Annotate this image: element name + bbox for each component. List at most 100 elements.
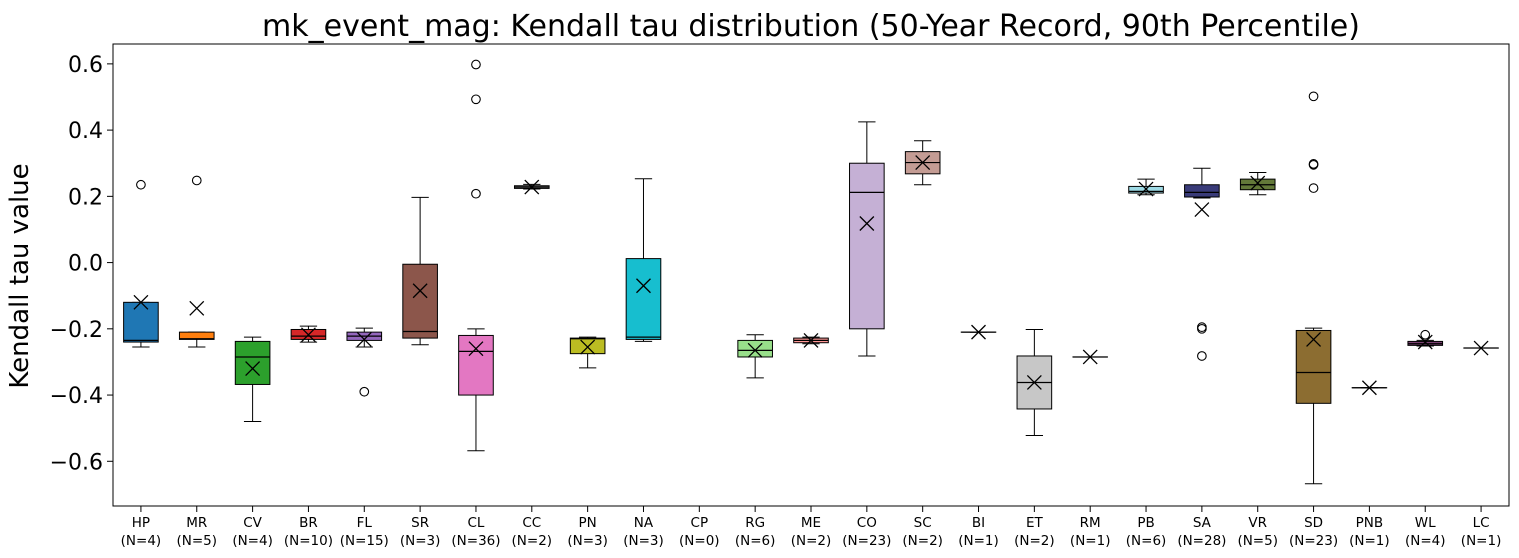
outlier-point bbox=[1308, 159, 1319, 169]
x-tick-label-sa: SA bbox=[1193, 515, 1212, 531]
outlier-point bbox=[359, 386, 370, 397]
x-tick-count-sd: (N=23) bbox=[1289, 533, 1338, 549]
outlier-point bbox=[1308, 91, 1319, 102]
plot-area bbox=[123, 59, 1499, 485]
box-iqr bbox=[625, 258, 662, 340]
box-iqr bbox=[1295, 329, 1332, 404]
x-tick-label-pn: PN bbox=[579, 515, 597, 531]
x-tick-label-pb: PB bbox=[1137, 515, 1154, 531]
box-cv bbox=[234, 336, 271, 423]
x-tick-count-br: (N=10) bbox=[284, 533, 333, 549]
x-tick-count-co: (N=23) bbox=[842, 533, 891, 549]
box-vr bbox=[1239, 171, 1276, 196]
mean-marker bbox=[1361, 380, 1377, 396]
x-tick-label-me: ME bbox=[801, 515, 821, 531]
outlier-point bbox=[1420, 329, 1431, 340]
x-tick-count-sr: (N=3) bbox=[400, 533, 441, 549]
x-tick-count-vr: (N=5) bbox=[1237, 533, 1278, 549]
x-tick-count-wl: (N=4) bbox=[1405, 533, 1446, 549]
box-cl bbox=[458, 59, 494, 452]
x-tick-label-br: BR bbox=[299, 515, 318, 531]
box-pnb bbox=[1351, 380, 1388, 396]
x-tick-count-lc: (N=1) bbox=[1461, 533, 1502, 549]
outlier-point bbox=[471, 59, 481, 70]
box-lc bbox=[1463, 340, 1499, 356]
outlier-point bbox=[471, 188, 481, 199]
box-br bbox=[290, 325, 327, 343]
box-hp bbox=[123, 179, 159, 348]
mean-marker bbox=[1138, 181, 1154, 197]
x-tick-label-na: NA bbox=[634, 515, 654, 531]
y-tick-label: 0.6 bbox=[68, 53, 103, 78]
box-iqr bbox=[178, 331, 215, 340]
mean-marker bbox=[524, 179, 540, 195]
outlier-point bbox=[1308, 183, 1319, 193]
x-tick-label-cc: CC bbox=[522, 515, 541, 531]
box-mr bbox=[178, 175, 215, 348]
y-axis-label: Kendall tau value bbox=[5, 163, 35, 388]
box-na bbox=[625, 178, 662, 342]
x-tick-label-bi: BI bbox=[972, 515, 985, 531]
x-tick-count-sc: (N=2) bbox=[902, 533, 943, 549]
x-tick-label-hp: HP bbox=[132, 515, 150, 531]
mean-marker bbox=[636, 278, 651, 294]
y-tick-label: 0.0 bbox=[68, 252, 103, 277]
x-tick-count-bi: (N=1) bbox=[958, 533, 999, 549]
box-pn bbox=[569, 336, 606, 369]
mean-marker bbox=[1473, 340, 1489, 356]
mean-marker bbox=[133, 294, 149, 310]
mean-marker bbox=[747, 342, 763, 358]
y-tick-label: −0.4 bbox=[50, 384, 103, 409]
x-tick-count-cp: (N=0) bbox=[679, 533, 720, 549]
box-iqr bbox=[1184, 184, 1220, 198]
x-tick-label-cp: CP bbox=[691, 515, 709, 531]
x-tick-count-pnb: (N=1) bbox=[1349, 533, 1390, 549]
mean-marker bbox=[189, 300, 205, 316]
x-tick-count-rm: (N=1) bbox=[1070, 533, 1111, 549]
box-me bbox=[793, 332, 829, 348]
x-tick-label-sr: SR bbox=[411, 515, 429, 531]
outlier-point bbox=[1197, 323, 1207, 334]
x-tick-label-rg: RG bbox=[745, 515, 765, 531]
box-co bbox=[849, 121, 885, 357]
x-tick-count-rg: (N=6) bbox=[735, 533, 776, 549]
mean-marker bbox=[245, 361, 261, 377]
x-axis: HP (N=4) MR (N=5) CV (N=4) BR (N=10) FL (N=15) SR (… bbox=[121, 506, 1502, 549]
box-iqr bbox=[737, 339, 773, 358]
x-tick-label-wl: WL bbox=[1415, 515, 1436, 531]
x-tick-label-mr: MR bbox=[186, 515, 207, 531]
box-sc bbox=[904, 140, 941, 186]
mean-marker bbox=[915, 155, 931, 171]
y-tick-label: −0.2 bbox=[50, 318, 103, 343]
x-tick-count-me: (N=2) bbox=[791, 533, 832, 549]
mean-marker bbox=[971, 324, 986, 340]
box-sr bbox=[402, 196, 438, 346]
x-tick-count-na: (N=3) bbox=[623, 533, 664, 549]
x-tick-label-sc: SC bbox=[914, 515, 932, 531]
x-tick-label-rm: RM bbox=[1080, 515, 1101, 531]
outlier-point bbox=[1197, 351, 1207, 361]
x-tick-count-et: (N=2) bbox=[1014, 533, 1055, 549]
plot-frame bbox=[112, 43, 1510, 507]
chart-title: mk_event_mag: Kendall tau distribution (… bbox=[262, 9, 1360, 44]
box-rm bbox=[1072, 349, 1109, 365]
y-tick-label: −0.6 bbox=[50, 450, 103, 475]
outlier-point bbox=[191, 175, 202, 186]
box-sd bbox=[1295, 91, 1332, 485]
mean-marker bbox=[580, 339, 596, 355]
mean-marker bbox=[412, 283, 428, 299]
x-tick-label-vr: VR bbox=[1248, 515, 1267, 531]
x-tick-count-cc: (N=2) bbox=[512, 533, 553, 549]
box-et bbox=[1016, 328, 1053, 436]
mean-marker bbox=[468, 341, 484, 357]
x-tick-label-lc: LC bbox=[1473, 515, 1490, 531]
x-tick-label-cl: CL bbox=[467, 515, 484, 531]
outlier-point bbox=[136, 179, 146, 190]
box-iqr bbox=[123, 301, 159, 343]
box-bi bbox=[960, 324, 997, 340]
y-axis: 0.6 0.4 0.2 0.0 −0.2 −0.4 −0.6 bbox=[50, 53, 113, 475]
x-tick-count-sa: (N=28) bbox=[1177, 533, 1226, 549]
box-wl bbox=[1407, 329, 1444, 350]
mean-marker bbox=[859, 216, 875, 231]
